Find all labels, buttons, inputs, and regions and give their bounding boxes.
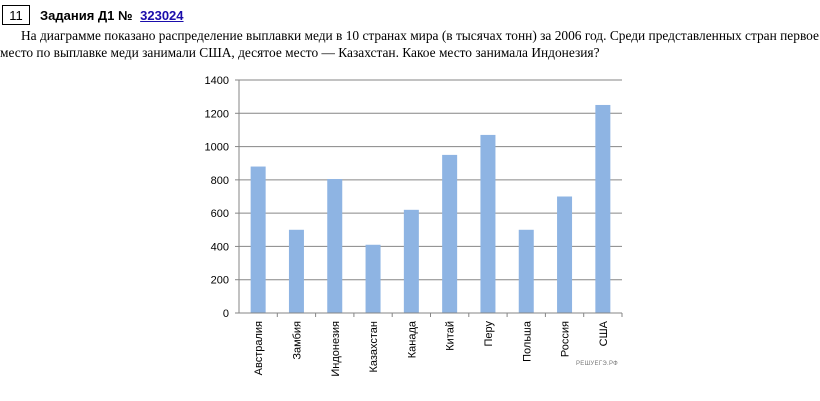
x-tick-label: Казахстан [368, 321, 380, 373]
bar-1 [288, 229, 304, 313]
x-tick-label: Китай [445, 321, 457, 351]
y-tick-label: 0 [223, 308, 229, 320]
x-tick-label: США [598, 320, 610, 346]
x-axis-labels: Австралия Замбия Индонезия Казахстан Канада К… [253, 313, 623, 377]
y-tick-label: 200 [211, 275, 229, 287]
bar-3 [365, 244, 381, 313]
x-tick-label: Замбия [291, 321, 303, 360]
task-id-link[interactable]: 323024 [140, 7, 184, 23]
bar-0 [250, 166, 266, 313]
x-tick-label: Канада [406, 320, 418, 358]
y-tick-label: 600 [211, 208, 229, 220]
task-section: Задания Д1 [40, 7, 115, 23]
y-tick-label: 1200 [205, 108, 229, 120]
task-id-prefix: № [118, 7, 133, 23]
question-text: На диаграмме показано распределение выпл… [0, 28, 819, 60]
bar-2 [327, 179, 343, 313]
x-tick-label: Перу [483, 321, 495, 347]
task-title: Задания Д1 № 323024 [40, 8, 184, 23]
task-header: 11 Задания Д1 № 323024 [2, 4, 184, 26]
x-tick-label: Австралия [253, 321, 265, 375]
y-tick-label: 1400 [205, 75, 229, 87]
bar-7 [518, 229, 534, 313]
chart-bars [250, 104, 611, 313]
bar-9 [595, 104, 611, 313]
y-axis-ticks: 0 200 400 600 800 1000 1200 1400 [205, 75, 239, 320]
y-tick-label: 800 [211, 175, 229, 187]
task-number-box: 11 [2, 5, 30, 25]
x-tick-label: Россия [560, 321, 572, 357]
bar-6 [480, 134, 496, 313]
y-tick-label: 400 [211, 241, 229, 253]
bar-chart: 0 200 400 600 800 1000 1200 1400 Австралия Замби… [205, 75, 623, 377]
x-tick-label: Польша [521, 320, 533, 362]
y-tick-label: 1000 [205, 142, 229, 154]
x-tick-label: Индонезия [330, 321, 342, 377]
watermark: РЕШУЕГЭ.РФ [576, 361, 619, 367]
bar-4 [403, 209, 419, 313]
bar-5 [442, 154, 458, 313]
bar-8 [557, 196, 573, 313]
